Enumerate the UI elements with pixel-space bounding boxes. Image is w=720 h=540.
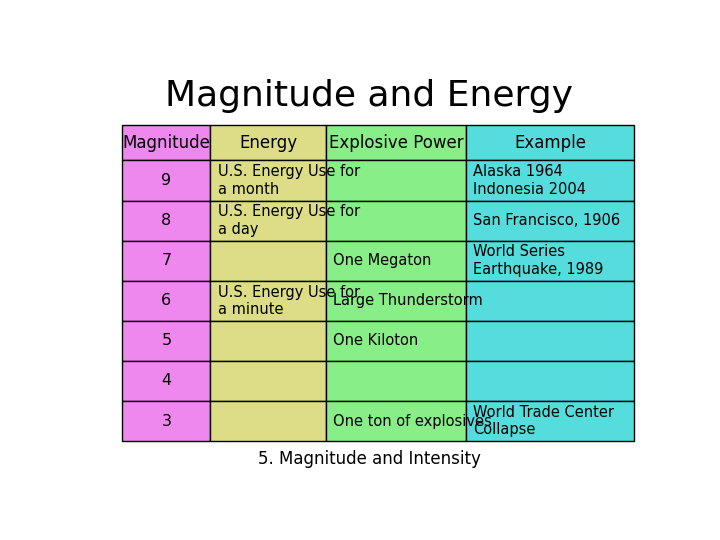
Bar <box>210 160 325 200</box>
Text: One ton of explosives: One ton of explosives <box>333 414 492 429</box>
Text: Large Thunderstorm: Large Thunderstorm <box>333 293 482 308</box>
Text: Example: Example <box>514 134 586 152</box>
Bar <box>122 160 210 200</box>
Text: World Series
Earthquake, 1989: World Series Earthquake, 1989 <box>474 245 604 277</box>
Bar <box>122 200 210 241</box>
Bar <box>210 401 325 441</box>
Bar <box>467 160 634 200</box>
Text: U.S. Energy Use for
a day: U.S. Energy Use for a day <box>217 204 360 237</box>
Bar <box>467 281 634 321</box>
Text: Alaska 1964
Indonesia 2004: Alaska 1964 Indonesia 2004 <box>474 164 587 197</box>
Text: Explosive Power: Explosive Power <box>328 134 463 152</box>
Text: 4: 4 <box>161 374 171 388</box>
Text: U.S. Energy Use for
a month: U.S. Energy Use for a month <box>217 164 360 197</box>
Bar <box>122 241 210 281</box>
Bar <box>122 401 210 441</box>
Bar <box>325 200 467 241</box>
Bar <box>467 200 634 241</box>
Bar <box>210 125 325 160</box>
Bar <box>210 200 325 241</box>
Text: Magnitude and Energy: Magnitude and Energy <box>165 79 573 113</box>
Bar <box>122 321 210 361</box>
Text: U.S. Energy Use for
a minute: U.S. Energy Use for a minute <box>217 285 360 317</box>
Bar <box>325 241 467 281</box>
Text: Energy: Energy <box>239 134 297 152</box>
Bar <box>467 321 634 361</box>
Text: 5: 5 <box>161 333 171 348</box>
Text: San Francisco, 1906: San Francisco, 1906 <box>474 213 621 228</box>
Bar <box>122 361 210 401</box>
Text: 6: 6 <box>161 293 171 308</box>
Bar <box>467 241 634 281</box>
Bar <box>210 321 325 361</box>
Bar <box>210 361 325 401</box>
Bar <box>210 281 325 321</box>
Bar <box>325 401 467 441</box>
Text: 5. Magnitude and Intensity: 5. Magnitude and Intensity <box>258 450 480 468</box>
Text: One Kiloton: One Kiloton <box>333 333 418 348</box>
Bar <box>467 361 634 401</box>
Bar <box>122 125 210 160</box>
Bar <box>122 281 210 321</box>
Text: Magnitude: Magnitude <box>122 134 210 152</box>
Text: 9: 9 <box>161 173 171 188</box>
Bar <box>325 321 467 361</box>
Bar <box>325 361 467 401</box>
Text: 8: 8 <box>161 213 171 228</box>
Bar <box>467 401 634 441</box>
Bar <box>325 281 467 321</box>
Bar <box>325 160 467 200</box>
Text: One Megaton: One Megaton <box>333 253 431 268</box>
Text: 7: 7 <box>161 253 171 268</box>
Bar <box>210 241 325 281</box>
Text: 3: 3 <box>161 414 171 429</box>
Text: World Trade Center
Collapse: World Trade Center Collapse <box>474 405 614 437</box>
Bar <box>467 125 634 160</box>
Bar <box>325 125 467 160</box>
